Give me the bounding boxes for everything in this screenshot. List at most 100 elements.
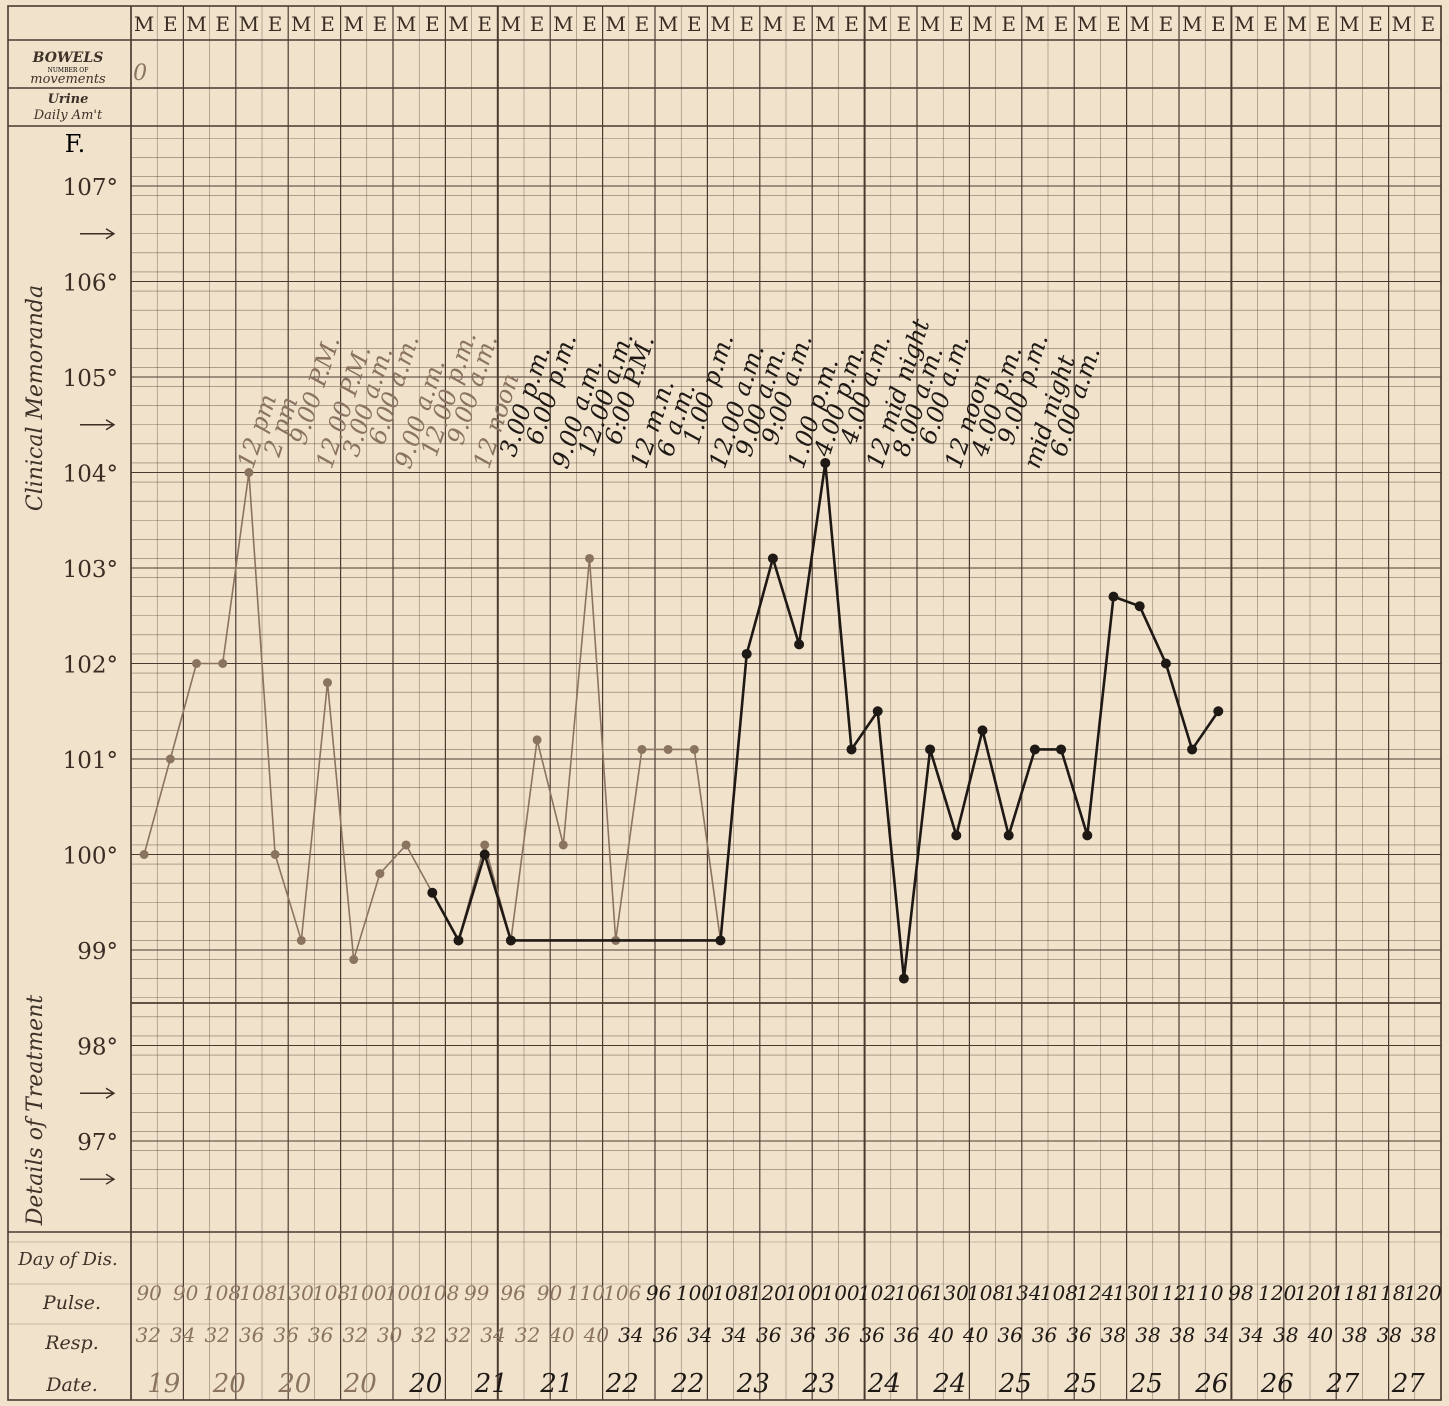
- pulse-value: 130: [1113, 1281, 1151, 1305]
- bowels-subtitle-2: movements: [30, 72, 106, 87]
- data-point: [244, 468, 254, 477]
- resp-value: 40: [583, 1323, 610, 1347]
- data-point: [505, 935, 516, 946]
- arrow-head: [105, 419, 116, 431]
- data-point: [820, 457, 831, 468]
- column-header-label: E: [163, 12, 178, 36]
- data-point: [1160, 658, 1171, 669]
- column-header-label: M: [448, 12, 468, 36]
- day-of-dis-label: Day of Dis.: [17, 1249, 117, 1270]
- pulse-value: 118: [1367, 1281, 1405, 1305]
- y-tick-label: 101°: [63, 748, 118, 774]
- resp-value: 38: [1135, 1323, 1160, 1347]
- data-point: [767, 553, 778, 564]
- data-point: [872, 706, 883, 717]
- pulse-value: 96: [646, 1281, 672, 1305]
- arrow-head: [105, 1087, 116, 1099]
- data-point: [794, 639, 805, 650]
- pulse-value: 106: [894, 1281, 932, 1305]
- data-point: [846, 744, 857, 755]
- y-tick-label: 98°: [77, 1035, 118, 1061]
- resp-value: 32: [446, 1323, 471, 1347]
- data-point: [898, 973, 909, 984]
- resp-value: 38: [1411, 1323, 1436, 1347]
- resp-value: 34: [618, 1323, 643, 1347]
- resp-value: 34: [1239, 1323, 1264, 1347]
- y-tick-label: 107°: [63, 175, 118, 201]
- date-value: 26: [1194, 1369, 1228, 1399]
- resp-value: 32: [204, 1323, 229, 1347]
- data-point: [375, 869, 385, 879]
- pulse-value: 120: [749, 1281, 787, 1305]
- date-value: 24: [867, 1369, 901, 1399]
- resp-value: 38: [1377, 1323, 1402, 1347]
- pulse-value: 90: [136, 1281, 162, 1305]
- pulse-value: 130: [931, 1281, 969, 1305]
- column-header-label: M: [1339, 12, 1359, 36]
- pulse-value: 130: [276, 1281, 314, 1305]
- data-point: [139, 850, 149, 859]
- data-point: [689, 744, 699, 754]
- resp-value: 34: [722, 1323, 747, 1347]
- pulse-value: 96: [500, 1281, 526, 1305]
- grid-lines: [7, 5, 1442, 1401]
- half-degree-arrow: [80, 1087, 116, 1099]
- resp-value: 38: [1342, 1323, 1367, 1347]
- data-point: [270, 850, 280, 859]
- date-value: 24: [932, 1369, 966, 1399]
- resp-value: 36: [791, 1323, 817, 1347]
- data-point: [741, 648, 752, 659]
- date-value: 21: [474, 1369, 508, 1399]
- date-value: 25: [1063, 1369, 1097, 1399]
- resp-value: 32: [342, 1323, 367, 1347]
- pulse-value: 108: [312, 1281, 350, 1305]
- resp-value: 32: [136, 1323, 161, 1347]
- pulse-value: 106: [603, 1281, 641, 1305]
- data-point: [1056, 744, 1067, 755]
- column-header-label: E: [1159, 12, 1174, 36]
- column-header-label: M: [867, 12, 887, 36]
- column-header-label: E: [268, 12, 283, 36]
- resp-value: 36: [997, 1323, 1023, 1347]
- resp-value: 40: [962, 1323, 989, 1347]
- pulse-value: 98: [1228, 1281, 1253, 1305]
- data-point: [480, 840, 490, 850]
- column-header-label: M: [239, 12, 259, 36]
- column-header-label: E: [582, 12, 597, 36]
- column-header-label: E: [792, 12, 807, 36]
- data-point: [453, 935, 464, 946]
- y-tick-label: 103°: [63, 557, 118, 583]
- resp-value: 36: [653, 1323, 679, 1347]
- date-value: 20: [343, 1369, 377, 1399]
- column-header-label: E: [320, 12, 335, 36]
- date-value: 20: [277, 1369, 311, 1399]
- date-value: 23: [736, 1369, 770, 1399]
- resp-value: 40: [927, 1323, 954, 1347]
- column-header-label: M: [501, 12, 521, 36]
- date-value: 22: [605, 1369, 639, 1399]
- y-tick-label: 106°: [63, 271, 118, 297]
- column-header-label: E: [739, 12, 754, 36]
- date-value: 19: [147, 1369, 180, 1399]
- date-value: 21: [539, 1369, 573, 1399]
- column-header-label: E: [1368, 12, 1383, 36]
- column-header-label: E: [1263, 12, 1278, 36]
- column-header-label: M: [1234, 12, 1254, 36]
- treatment-label: Details of Treatment: [23, 995, 48, 1227]
- column-header-label: E: [1316, 12, 1331, 36]
- pulse-value: 108: [203, 1281, 241, 1305]
- column-header-label: M: [343, 12, 363, 36]
- arrow-head: [105, 228, 116, 240]
- pulse-value: 99: [464, 1281, 490, 1305]
- data-point: [349, 955, 359, 965]
- data-point: [663, 744, 673, 754]
- half-degree-arrow: [80, 228, 116, 240]
- data-point: [1003, 830, 1014, 841]
- resp-value: 36: [239, 1323, 265, 1347]
- date-value: 27: [1391, 1369, 1426, 1399]
- pulse-value: 124: [1076, 1281, 1114, 1305]
- column-header-label: M: [1077, 12, 1097, 36]
